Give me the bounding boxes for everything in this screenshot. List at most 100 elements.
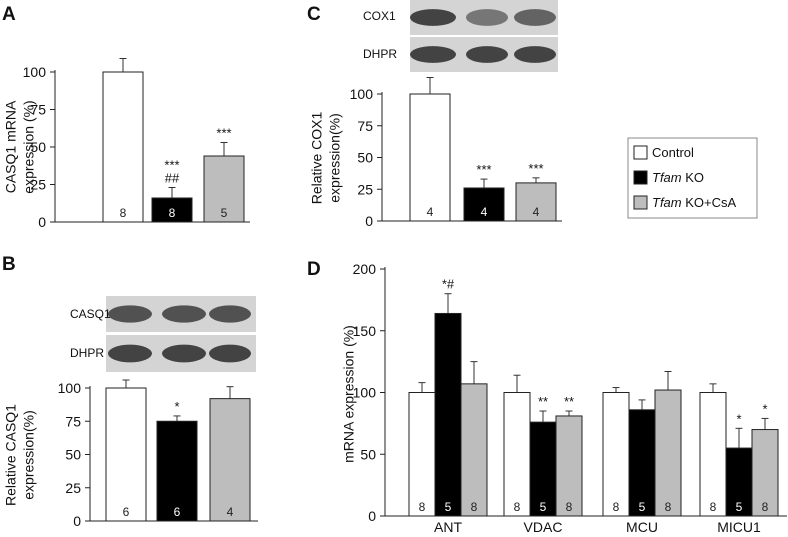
significance-label: ***: [216, 126, 231, 141]
blot-strip-casq1: [106, 296, 256, 332]
legend-swatch: [633, 145, 648, 160]
bars-c: 4 4 *** 4 ***: [409, 76, 557, 222]
n-label: 5: [736, 500, 743, 514]
blot-strip-dhpr: [106, 335, 256, 372]
blot-band: [108, 344, 152, 363]
y-tick-label: 25: [65, 480, 81, 496]
significance-label: *: [762, 401, 767, 416]
y-tick-label: 75: [30, 102, 46, 118]
significance-label: *: [174, 399, 179, 414]
significance-label: *: [736, 411, 741, 426]
y-axis-label: expression(%): [21, 410, 37, 499]
y-axis-label: expression(%): [327, 113, 343, 202]
y-tick-label: 50: [65, 447, 81, 463]
y-tick-label: 0: [368, 508, 376, 524]
y-tick-label: 100: [23, 64, 47, 80]
n-label: 4: [227, 505, 234, 519]
n-label: 5: [445, 500, 452, 514]
n-label: 8: [710, 500, 717, 514]
n-label: 4: [427, 205, 434, 219]
n-label: 8: [665, 500, 672, 514]
bar: [209, 398, 251, 522]
n-label: 8: [566, 500, 573, 514]
significance-label: *#: [442, 277, 455, 292]
blot-band: [514, 46, 556, 63]
axes-c: 0 25 50 75 100 Relative COX1 expression(%): [309, 86, 562, 229]
n-label: 8: [762, 500, 769, 514]
y-tick-label: 50: [357, 150, 373, 166]
panel-label-d: D: [307, 259, 321, 280]
panel-label-a: A: [2, 4, 16, 25]
blot-band: [162, 305, 206, 323]
bar: [460, 383, 488, 517]
bar: [699, 392, 727, 517]
blot-band: [108, 305, 152, 323]
blot-strip-dhpr: [410, 37, 558, 72]
y-tick-label: 25: [30, 177, 46, 193]
bar: [408, 392, 436, 517]
y-tick-label: 100: [353, 385, 377, 401]
legend-swatch: [633, 195, 648, 210]
legend: Control Tfam KO Tfam KO+CsA: [627, 137, 758, 219]
significance-label: ##: [165, 171, 180, 186]
panel-label-c: C: [307, 4, 321, 25]
y-tick-label: 0: [73, 513, 81, 529]
y-axis-label: Relative COX1: [309, 111, 325, 204]
bar: [203, 155, 245, 223]
bar: [102, 71, 144, 223]
y-tick-label: 75: [65, 413, 81, 429]
y-axis-label: expression (%): [21, 100, 37, 193]
legend-swatch: [633, 170, 648, 185]
axes-b: 0 25 50 75 100 Relative CASQ1 expression(%): [3, 380, 258, 529]
n-label: 8: [169, 206, 176, 220]
y-tick-label: 75: [357, 118, 373, 134]
n-label: 8: [471, 500, 478, 514]
panel-label-b: B: [2, 254, 16, 275]
y-tick-label: 200: [353, 261, 377, 277]
axes-d: 0 50 100 150 200 mRNA expression (%): [341, 261, 787, 524]
y-tick-label: 100: [58, 380, 82, 396]
n-label: 8: [514, 500, 521, 514]
bar: [105, 387, 147, 522]
category-label-micu1: MICU1: [717, 519, 761, 535]
blot-band: [162, 344, 206, 363]
y-axis-label: mRNA expression (%): [341, 325, 357, 463]
y-tick-label: 150: [353, 323, 377, 339]
bar: [602, 392, 630, 517]
blot-label-dhpr: DHPR: [70, 346, 104, 360]
blot-label-cox1: COX1: [363, 9, 396, 23]
n-label: 4: [533, 205, 540, 219]
bar: [654, 389, 682, 517]
y-tick-label: 0: [38, 214, 46, 230]
bars-a: 8 8##***5***: [102, 58, 245, 223]
legend-label: Control: [652, 145, 694, 160]
n-label: 8: [419, 500, 426, 514]
bar: [628, 409, 656, 517]
bar: [555, 415, 583, 517]
blot-band: [209, 305, 251, 323]
significance-label: ***: [528, 161, 543, 176]
n-label: 8: [120, 206, 127, 220]
n-label: 5: [221, 206, 228, 220]
category-label-ant: ANT: [434, 519, 462, 535]
y-tick-label: 25: [357, 181, 373, 197]
y-tick-label: 0: [365, 213, 373, 229]
bars-d: 8 5 *# 8 8 5 ** 8 ** 8 5 8 8 5 * 8 *: [408, 277, 779, 517]
legend-label: Tfam KO: [652, 170, 704, 185]
y-tick-label: 100: [350, 86, 374, 102]
n-label: 6: [123, 505, 130, 519]
bar: [434, 312, 462, 517]
significance-label: ***: [164, 158, 179, 173]
blot-band: [466, 9, 508, 26]
blot-label-dhpr: DHPR: [363, 47, 397, 61]
bar: [463, 187, 505, 222]
bar: [503, 392, 531, 517]
blot-band: [410, 46, 456, 63]
n-label: 5: [540, 500, 547, 514]
legend-label: Tfam KO+CsA: [652, 195, 736, 210]
significance-label: **: [564, 394, 574, 409]
bar: [751, 429, 779, 517]
n-label: 8: [613, 500, 620, 514]
y-axis-label: CASQ1 mRNA: [3, 100, 19, 193]
blot-band: [410, 9, 456, 26]
